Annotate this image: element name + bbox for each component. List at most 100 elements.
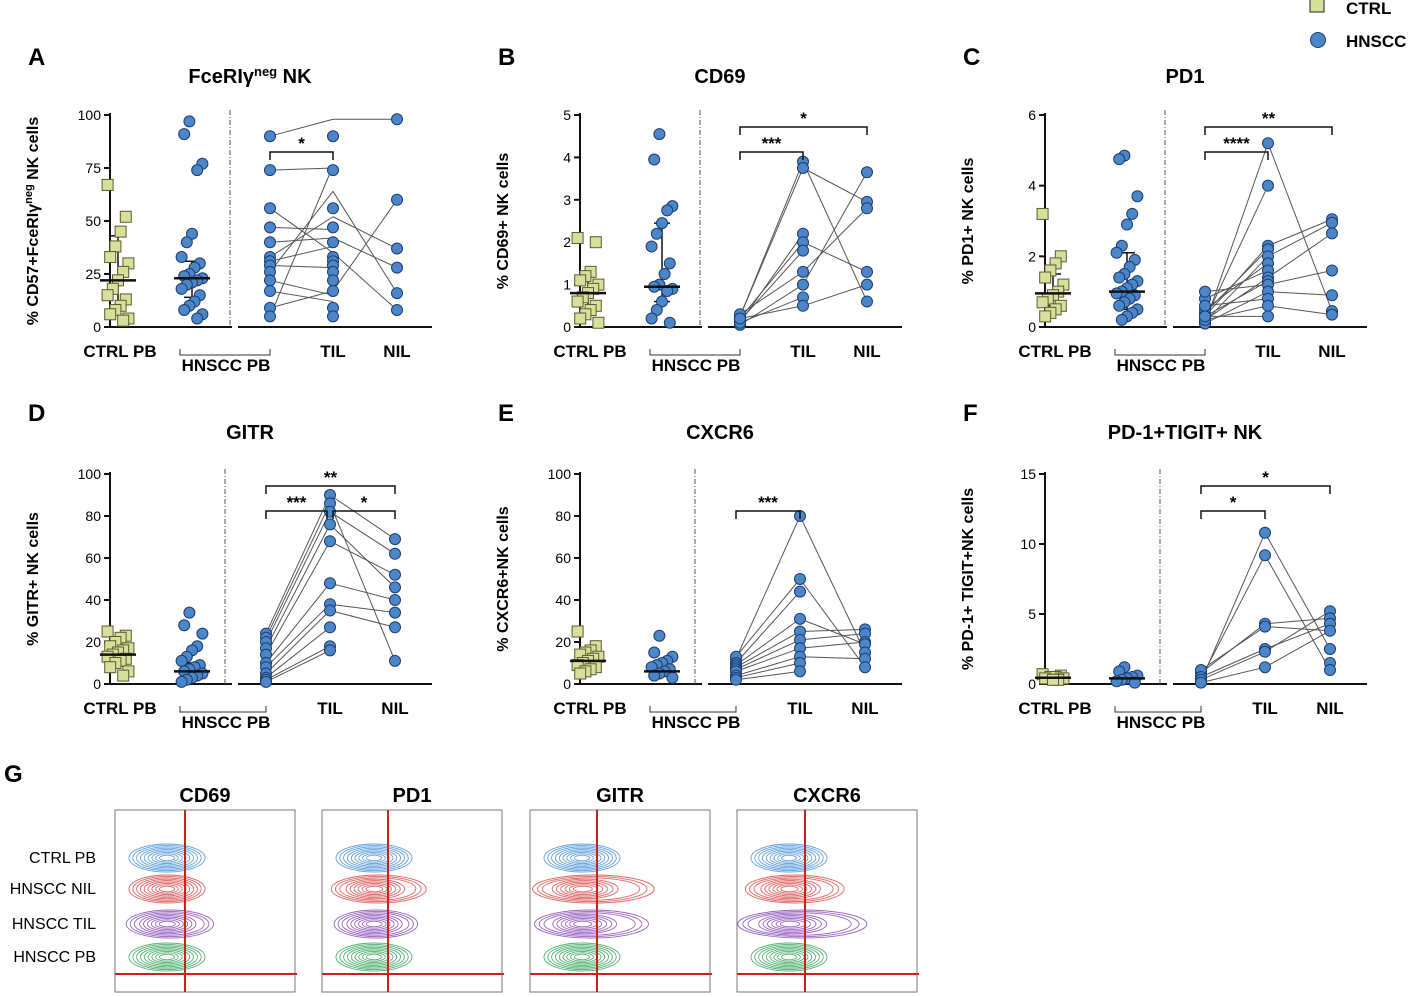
pair-line-til-nil: [799, 618, 866, 645]
significance-label: *: [800, 109, 807, 128]
flow-plot-frame-cd69: [114, 809, 296, 993]
til-point: [794, 585, 806, 598]
y-tick-label: 2: [1028, 248, 1036, 264]
hnscc-pb-point: [1121, 218, 1133, 231]
category-label-ctrl-pb: CTRL PB: [553, 342, 626, 361]
contour-ctrl-pb: [562, 850, 602, 866]
legend-item-ctrl: CTRL: [1309, 0, 1391, 18]
hnscc-pb-point: [661, 204, 674, 217]
hnscc-pb-point: [1110, 287, 1123, 300]
pair-line-pb-til: [735, 618, 801, 666]
significance-bracket: [735, 510, 801, 519]
y-tick-label: 4: [1028, 178, 1036, 194]
ctrl-pb-point: [1047, 673, 1059, 686]
pair-line-til-nil: [802, 161, 868, 302]
nil-point: [391, 287, 403, 300]
nil-point: [391, 193, 403, 206]
category-label-hnscc-pb: HNSCC PB: [1117, 713, 1206, 732]
contour-hnscc-pb: [780, 953, 798, 961]
hnscc-pb-point: [1113, 299, 1126, 312]
hnscc-pb-paired-point: [264, 202, 276, 215]
pair-line-pb-til: [269, 207, 334, 254]
pair-line-pb-til: [269, 265, 334, 269]
significance-label: **: [1262, 109, 1276, 128]
contour-ctrl-pb: [754, 844, 824, 872]
contour-hnscc-pb: [365, 953, 383, 961]
contour-hnscc-til: [346, 913, 403, 935]
til-point: [1259, 549, 1271, 562]
nil-point: [1326, 216, 1338, 229]
pair-line-pb-til: [1200, 626, 1266, 671]
til-point: [1259, 661, 1271, 674]
pair-line-pb-til: [269, 216, 334, 258]
nil-point: [1324, 664, 1336, 676]
contour-hnscc-pb: [136, 945, 198, 969]
y-tick-label: 0: [93, 676, 101, 692]
hnscc-pb-point: [175, 251, 188, 264]
contour-hnscc-nil: [551, 878, 619, 900]
y-tick-label: 0: [563, 319, 571, 335]
flow-title-cxcr6: CXCR6: [793, 785, 861, 807]
panel-letter-c: C: [963, 44, 980, 71]
hnscc-pb-point: [191, 312, 204, 325]
significance-label: ***: [758, 493, 778, 512]
chart-title: FceRIγneg NK: [188, 64, 312, 89]
contour-ctrl-pb: [570, 853, 594, 863]
contour-ctrl-pb: [136, 846, 198, 870]
til-point: [1262, 310, 1274, 323]
hnscc-pb-paired-point: [264, 284, 276, 297]
hnscc-pb-point: [178, 619, 191, 632]
hnscc-pb-point: [645, 312, 658, 325]
contour-hnscc-pb: [547, 943, 617, 971]
hnscc-pb-paired-point: [264, 221, 276, 234]
pair-line-til-nil: [332, 237, 398, 269]
pair-line-pb-til: [1204, 298, 1269, 307]
pair-line-til-nil: [799, 641, 866, 649]
contour-ctrl-pb: [551, 846, 613, 870]
pair-line-pb-til: [1200, 651, 1266, 681]
contour-hnscc-nil: [143, 880, 191, 898]
significance-bracket: [332, 510, 396, 519]
pair-line-til-nil: [329, 494, 396, 540]
y-axis-label: % CXCR6+NK cells: [495, 506, 512, 651]
contour-hnscc-pb: [350, 948, 398, 966]
contour-hnscc-nil: [537, 875, 648, 903]
pair-line-pb-til: [265, 582, 331, 664]
contour-hnscc-nil: [744, 874, 845, 904]
pair-line-pb-til: [265, 524, 331, 649]
category-label-ctrl-pb: CTRL PB: [83, 342, 156, 361]
contour-hnscc-pb: [358, 950, 390, 964]
contour-hnscc-til: [143, 915, 193, 933]
pair-line-pb-til: [265, 540, 331, 655]
pair-line-pb-til: [269, 191, 334, 273]
pair-line-til-nil: [332, 199, 398, 292]
pair-line-til-nil: [329, 540, 396, 576]
pair-line-til-nil: [1267, 232, 1333, 278]
y-tick-label: 80: [85, 508, 101, 524]
hnscc-pb-point: [650, 227, 663, 240]
contour-ctrl-pb: [573, 854, 591, 862]
contour-hnscc-pb: [346, 946, 402, 968]
ctrl-pb-point: [1039, 271, 1052, 284]
nil-point: [389, 654, 401, 667]
contour-hnscc-nil: [335, 875, 422, 903]
contour-hnscc-til: [762, 915, 822, 933]
contour-hnscc-nil: [573, 885, 593, 893]
ctrl-pb-point: [1036, 207, 1049, 220]
legend-hnscc-label: HNSCC: [1346, 32, 1406, 51]
contour-hnscc-pb: [139, 946, 195, 968]
y-tick-label: 5: [1028, 606, 1036, 622]
category-label-nil: NIL: [381, 699, 408, 718]
pair-line-til-nil: [1264, 610, 1331, 653]
pair-line-til-nil: [329, 603, 396, 614]
hnscc-pb-point: [656, 217, 668, 230]
ctrl-pb-point: [109, 240, 122, 253]
pair-line-pb-til: [735, 662, 801, 679]
pair-line-pb-til: [735, 591, 801, 664]
contour-hnscc-nil: [155, 884, 179, 894]
ctrl-pb-point: [571, 295, 584, 308]
hnscc-pb-point: [1115, 313, 1128, 326]
pair-line-pb-til: [735, 670, 801, 681]
contour-hnscc-til: [158, 920, 176, 928]
y-tick-label: 100: [78, 107, 102, 123]
